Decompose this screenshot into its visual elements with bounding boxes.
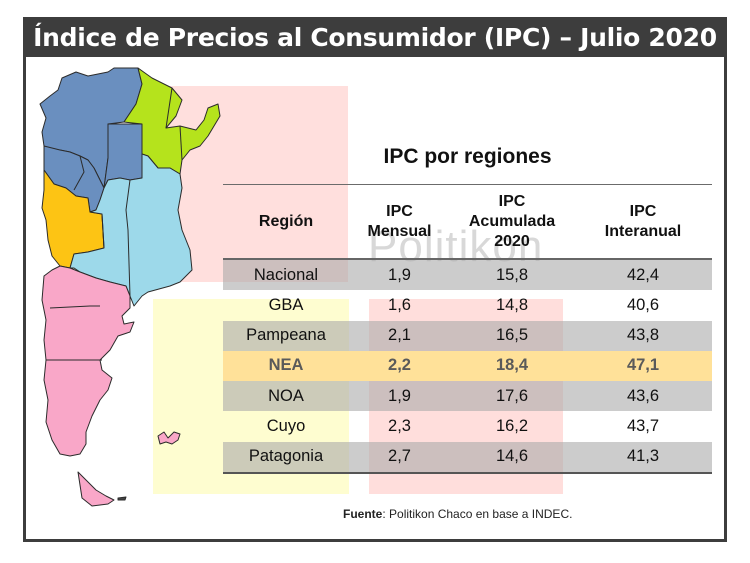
table-row-patagonia: Patagonia 2,7 14,6 41,3 <box>223 441 712 473</box>
table-body: Nacional 1,9 15,8 42,4 GBA 1,6 14,8 40,6… <box>223 260 712 473</box>
header-ipc-acumulada: IPC Acumulada 2020 <box>450 185 574 259</box>
header-ipc-mensual: IPC Mensual <box>349 185 450 259</box>
map-region-nea <box>123 67 221 175</box>
table-row-noa: NOA 1,9 17,6 43,6 <box>223 381 712 412</box>
cell-region: GBA <box>268 295 304 314</box>
header-region: Región <box>223 185 349 259</box>
table-row-nacional: Nacional 1,9 15,8 42,4 <box>223 260 712 291</box>
cell-interanual: 42,4 <box>626 265 660 284</box>
map-region-patagonia <box>41 265 135 457</box>
cell-mensual: 2,2 <box>388 356 411 375</box>
cell-region: Nacional <box>253 265 319 284</box>
table-bottom-rule <box>223 472 712 474</box>
cell-acumulada: 18,4 <box>495 356 529 375</box>
header-ipc-interanual: IPC Interanual <box>574 185 712 259</box>
table-row-pampeana: Pampeana 2,1 16,5 43,8 <box>223 320 712 351</box>
cell-interanual: 41,3 <box>626 447 660 466</box>
cell-acumulada: 15,8 <box>495 265 529 284</box>
cell-interanual: 43,7 <box>626 416 660 435</box>
cell-interanual: 43,8 <box>626 326 660 345</box>
cell-region: Patagonia <box>248 447 324 466</box>
argentina-regions-map <box>39 67 221 507</box>
table-header: Región IPC Mensual IPC Acumulada 2020 IP… <box>223 185 712 259</box>
cell-mensual: 2,1 <box>388 326 411 345</box>
cell-interanual: 43,6 <box>626 386 660 405</box>
cell-mensual: 2,3 <box>388 416 411 435</box>
source-text: : Politikon Chaco en base a INDEC. <box>382 507 573 521</box>
header-mensual-line1: IPC <box>386 203 413 220</box>
table-title: IPC por regiones <box>383 145 552 168</box>
header-acumulada-line3: 2020 <box>494 233 530 250</box>
cell-interanual: 47,1 <box>626 356 660 375</box>
cell-acumulada: 14,6 <box>495 447 529 466</box>
header-mensual-line2: Mensual <box>367 223 432 240</box>
map-region-pampeana <box>69 153 193 307</box>
cell-mensual: 1,6 <box>388 295 411 314</box>
cell-region: Cuyo <box>266 416 306 435</box>
source-note: Fuente: Politikon Chaco en base a INDEC. <box>343 507 572 521</box>
cell-mensual: 1,9 <box>388 386 411 405</box>
cell-acumulada: 16,5 <box>495 326 529 345</box>
header-interanual-line1: IPC <box>629 203 657 220</box>
table-row-cuyo: Cuyo 2,3 16,2 43,7 <box>223 411 712 441</box>
cell-region: Pampeana <box>246 326 326 345</box>
source-label: Fuente <box>343 507 383 521</box>
map-region-tierra-del-fuego <box>77 471 115 507</box>
table-header-rule <box>223 258 712 260</box>
table-top-rule <box>223 184 712 185</box>
header-interanual-line2: Interanual <box>604 223 682 240</box>
map-islet <box>117 496 127 501</box>
table-row-nea-highlighted: NEA 2,2 18,4 47,1 <box>223 350 712 382</box>
cell-acumulada: 14,8 <box>495 295 529 314</box>
cell-acumulada: 16,2 <box>495 416 529 435</box>
header-acumulada-line2: Acumulada <box>468 213 556 230</box>
cell-region: NEA <box>268 356 304 375</box>
cell-interanual: 40,6 <box>626 295 660 314</box>
page-title: Índice de Precios al Consumidor (IPC) – … <box>23 17 727 57</box>
header-region-label: Región <box>258 213 314 230</box>
cell-mensual: 2,7 <box>388 447 411 466</box>
cell-acumulada: 17,6 <box>495 386 529 405</box>
cell-mensual: 1,9 <box>388 265 411 284</box>
cell-region: NOA <box>268 386 304 405</box>
map-region-malvinas <box>157 431 181 445</box>
table-row-gba: GBA 1,6 14,8 40,6 <box>223 290 712 320</box>
header-acumulada-line1: IPC <box>498 193 526 210</box>
